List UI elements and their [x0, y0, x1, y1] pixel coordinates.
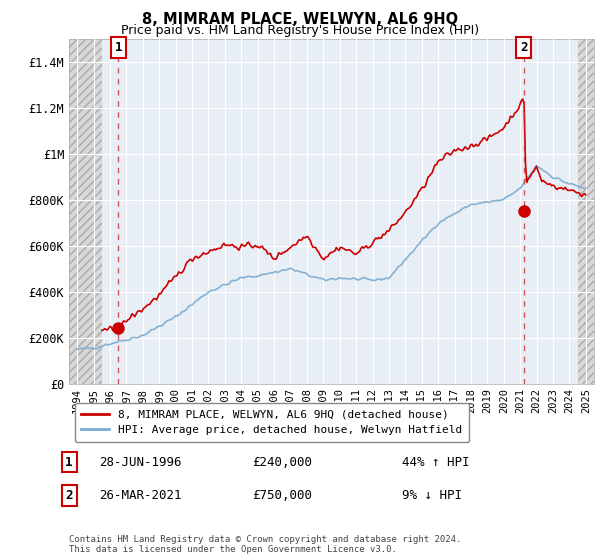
Text: 8, MIMRAM PLACE, WELWYN, AL6 9HQ: 8, MIMRAM PLACE, WELWYN, AL6 9HQ: [142, 12, 458, 27]
Text: 26-MAR-2021: 26-MAR-2021: [99, 489, 182, 502]
Bar: [578, 39, 594, 384]
Text: 2: 2: [520, 41, 527, 54]
Text: 2: 2: [65, 489, 73, 502]
Text: Contains HM Land Registry data © Crown copyright and database right 2024.
This d: Contains HM Land Registry data © Crown c…: [69, 535, 461, 554]
Text: 1: 1: [115, 41, 122, 54]
Text: Price paid vs. HM Land Registry's House Price Index (HPI): Price paid vs. HM Land Registry's House …: [121, 24, 479, 37]
Text: £240,000: £240,000: [252, 455, 312, 469]
Text: 44% ↑ HPI: 44% ↑ HPI: [402, 455, 470, 469]
Legend: 8, MIMRAM PLACE, WELWYN, AL6 9HQ (detached house), HPI: Average price, detached : 8, MIMRAM PLACE, WELWYN, AL6 9HQ (detach…: [74, 403, 469, 442]
Text: 1: 1: [65, 455, 73, 469]
Text: 9% ↓ HPI: 9% ↓ HPI: [402, 489, 462, 502]
Text: £750,000: £750,000: [252, 489, 312, 502]
Bar: [69, 39, 102, 384]
Text: 28-JUN-1996: 28-JUN-1996: [99, 455, 182, 469]
